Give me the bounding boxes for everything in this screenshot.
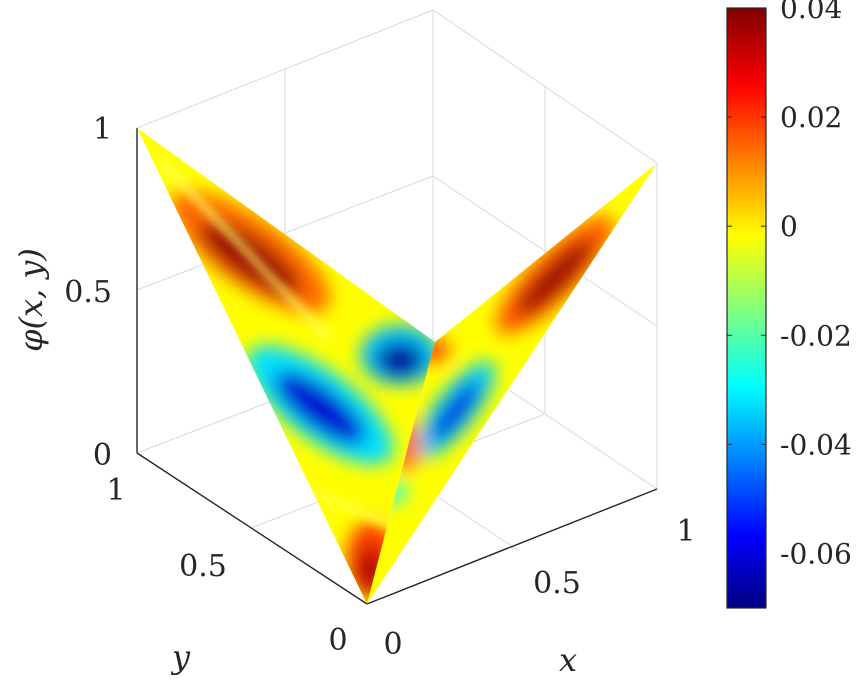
surface-left-wing bbox=[137, 128, 435, 604]
x-tick-label: 1 bbox=[676, 514, 695, 549]
y-axis-label: y bbox=[170, 638, 191, 676]
colorbar-tick-label: -0.04 bbox=[780, 428, 852, 461]
colorbar-tick-label: 0.04 bbox=[780, 0, 842, 25]
colorbar-tick-label: 0 bbox=[780, 210, 798, 243]
x-axis-label: x bbox=[559, 641, 577, 679]
axis-lines bbox=[136, 128, 658, 605]
z-axis-label: φ(x, y) bbox=[12, 248, 50, 352]
y-tick-label: 0.5 bbox=[179, 549, 227, 584]
x-axis-ticks: 0 0.5 1 bbox=[383, 514, 695, 662]
y-tick-label: 1 bbox=[106, 473, 125, 508]
colorbar-frame bbox=[726, 7, 767, 609]
y-axis-ticks: 1 0.5 0 bbox=[106, 473, 347, 658]
z-tick-label: 0 bbox=[93, 438, 112, 473]
colorbar-tick-label: -0.02 bbox=[780, 319, 852, 352]
z-axis-ticks: 1 0.5 0 bbox=[64, 112, 112, 473]
surface-right-wing bbox=[367, 163, 657, 604]
z-tick-label: 0.5 bbox=[64, 275, 112, 310]
x-tick-label: 0.5 bbox=[533, 566, 581, 601]
z-tick-label: 1 bbox=[93, 112, 112, 147]
y-tick-label: 0 bbox=[328, 623, 347, 658]
colorbar-ticks: 0.04 0.02 0 -0.02 -0.04 -0.06 bbox=[727, 0, 852, 570]
colorbar-tick-label: -0.06 bbox=[780, 537, 852, 570]
colorbar-gradient bbox=[727, 8, 766, 608]
x-tick-label: 0 bbox=[383, 627, 402, 662]
colorbar: 0.04 0.02 0 -0.02 -0.04 -0.06 bbox=[726, 0, 852, 609]
colorbar-tick-label: 0.02 bbox=[780, 101, 842, 134]
